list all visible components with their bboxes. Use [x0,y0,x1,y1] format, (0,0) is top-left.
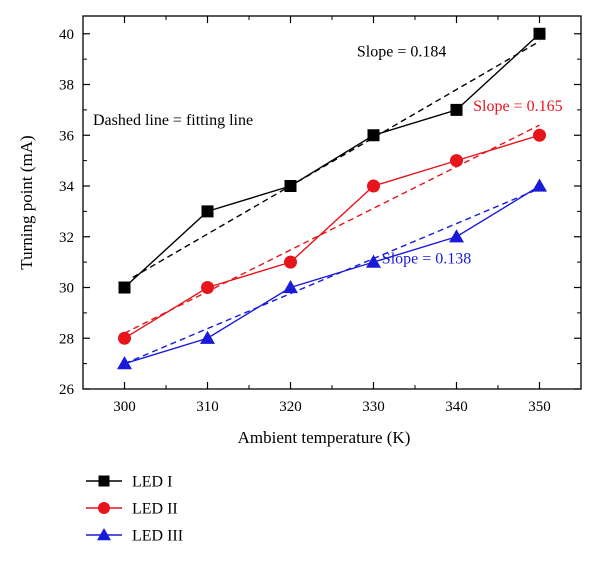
annotation-text: Slope = 0.138 [382,250,471,267]
data-point-led-ii [450,154,463,168]
data-point-led-iii [532,178,547,192]
data-point-led-iii [283,280,298,294]
legend-marker-led-ii [98,502,110,514]
x-tick-label: 340 [445,399,468,415]
annotations: Slope = 0.184 Slope = 0.165 Slope = 0.138 D… [93,44,563,268]
x-axis-title: Ambient temperature (K) [238,428,411,447]
x-tick-label: 310 [196,399,219,415]
legend-marker-led-iii [97,528,111,541]
data-point-led-i [533,27,546,40]
data-point-led-i [367,129,380,142]
y-tick-label: 26 [59,382,75,398]
data-point-led-ii [284,255,297,269]
x-tick-label: 300 [113,399,136,415]
x-tick-label: 320 [279,399,302,415]
y-axis-title: Turning point (mA) [17,135,36,269]
annotation-text: Dashed line = fitting line [93,112,253,129]
legend-label-led-i: LED I [132,474,172,491]
series-lines [124,33,540,365]
data-point-led-i [284,180,297,193]
series-line-led-i [124,33,540,289]
data-point-led-ii [201,281,214,295]
fit-line-led-iii [124,187,540,365]
data-point-led-i [118,281,131,294]
legend-label-led-iii: LED III [132,528,183,545]
data-point-led-iii [449,229,464,243]
x-tick-label: 330 [362,399,385,415]
data-point-led-iii [117,356,132,370]
data-point-led-ii [367,179,380,193]
y-tick-label: 38 [59,78,74,94]
y-tick-label: 40 [59,27,74,43]
data-point-led-i [201,205,214,218]
legend-label-led-ii: LED II [132,501,178,518]
axes: 300 310 320 330 340 350 26 28 30 32 34 36 38 40 Ambien… [17,16,581,447]
data-point-led-ii [533,128,546,142]
x-tick-label: 350 [528,399,551,415]
fit-lines [124,40,540,365]
data-point-led-ii [118,331,131,345]
series-line-led-iii [124,185,540,365]
y-tick-label: 34 [59,179,75,195]
y-tick-label: 36 [59,128,75,144]
y-tick-label: 30 [59,281,74,297]
data-point-led-iii [200,330,215,344]
data-point-led-iii [366,254,381,268]
y-tick-label: 32 [59,230,74,246]
y-tick-label: 28 [59,331,74,347]
fit-line-led-i [132,40,540,278]
legend-marker-led-i [98,475,110,487]
annotation-text: Slope = 0.184 [357,44,446,61]
legend: LED I LED II LED III [86,474,183,545]
series-markers [117,27,547,370]
data-point-led-i [450,103,463,116]
series-line-led-ii [124,134,540,339]
annotation-text: Slope = 0.165 [473,98,562,115]
fit-line-led-ii [124,124,540,334]
